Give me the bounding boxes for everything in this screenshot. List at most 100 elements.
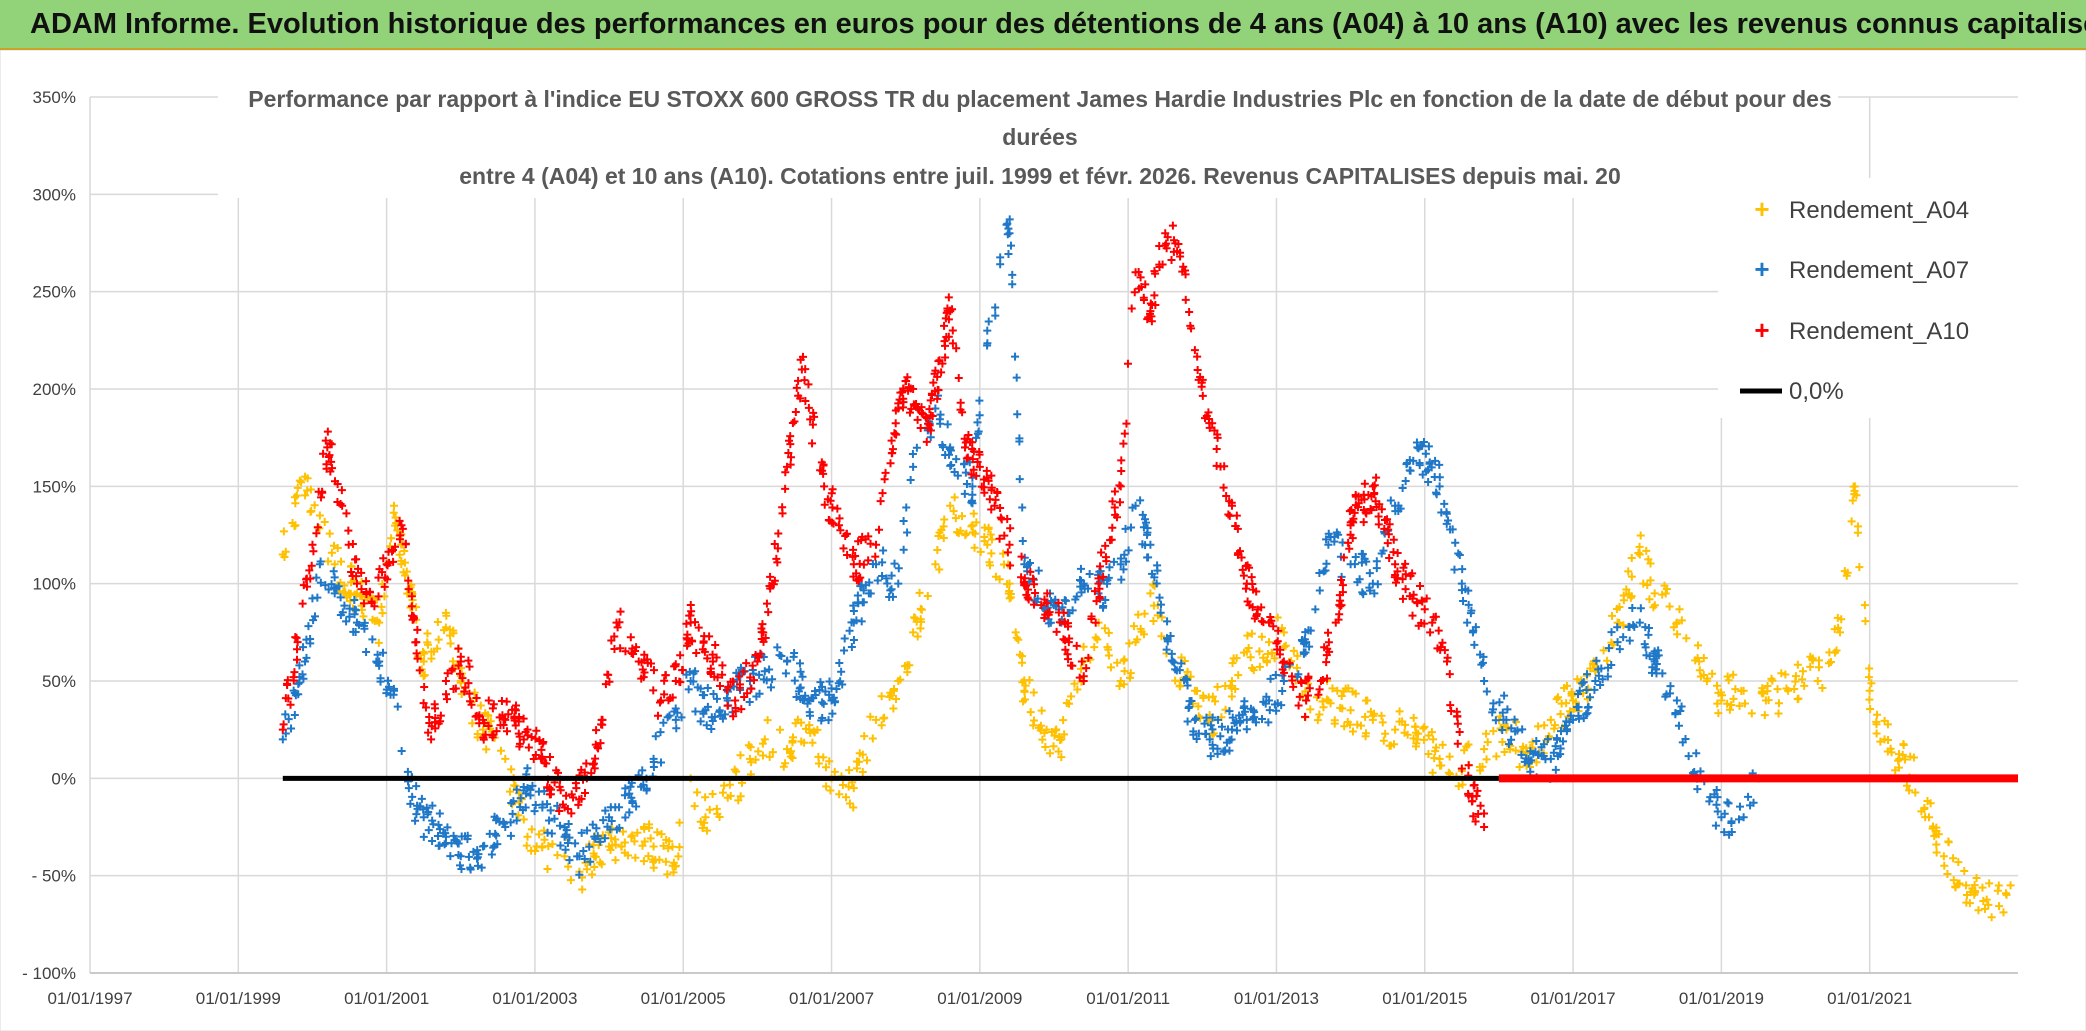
data-point-dense — [926, 396, 935, 405]
data-point-dense — [1337, 576, 1346, 585]
data-point-dense — [1445, 752, 1454, 761]
data-point-dense — [1372, 473, 1381, 482]
data-point-dense — [427, 647, 436, 656]
data-point-dense — [1837, 615, 1846, 624]
data-point-dense — [851, 552, 860, 561]
data-point-dense — [941, 353, 950, 362]
x-tick-label: 01/01/2003 — [492, 989, 577, 1008]
data-point-dense — [1266, 612, 1275, 621]
data-point-dense — [333, 480, 342, 489]
data-point-dense — [615, 823, 624, 832]
data-point-dense — [397, 746, 406, 755]
data-point-dense — [866, 539, 875, 548]
data-point-dense — [1301, 687, 1310, 696]
data-point-dense — [1951, 882, 1960, 891]
data-point-dense — [1747, 709, 1756, 718]
data-point-dense — [1684, 752, 1693, 761]
data-point-dense — [507, 765, 516, 774]
data-point — [1391, 560, 1400, 569]
data-point-dense — [891, 419, 900, 428]
data-point-dense — [847, 618, 856, 627]
data-point-dense — [1091, 618, 1100, 627]
data-point-dense — [1367, 506, 1376, 515]
data-point-dense — [890, 559, 899, 568]
data-point-dense — [824, 716, 833, 725]
data-point-dense — [1840, 567, 1849, 576]
data-point-dense — [1244, 644, 1253, 653]
data-point-dense — [619, 827, 628, 836]
data-point-dense — [682, 619, 691, 628]
data-point — [1146, 589, 1155, 598]
data-point-dense — [1965, 899, 1974, 908]
data-point-dense — [1043, 589, 1052, 598]
data-point-dense — [1270, 654, 1279, 663]
data-point-dense — [1735, 802, 1744, 811]
data-point-dense — [1187, 697, 1196, 706]
data-point-dense — [1714, 709, 1723, 718]
data-point-dense — [1435, 473, 1444, 482]
data-point — [1798, 667, 1807, 676]
data-point-dense — [298, 599, 307, 608]
data-point-dense — [891, 429, 900, 438]
data-point-dense — [854, 757, 863, 766]
data-point-dense — [1037, 706, 1046, 715]
data-point-dense — [1559, 737, 1568, 746]
data-point-dense — [1482, 755, 1491, 764]
data-point-dense — [996, 260, 1005, 269]
data-point-dense — [1060, 730, 1069, 739]
data-point-dense — [1012, 373, 1021, 382]
data-point-dense — [1377, 711, 1386, 720]
data-point-dense — [1597, 664, 1606, 673]
data-point-dense — [1406, 571, 1415, 580]
data-point-dense — [723, 701, 732, 710]
data-point-dense — [666, 694, 675, 703]
data-point-dense — [671, 660, 680, 669]
data-point-dense — [456, 652, 465, 661]
data-point-dense — [1294, 701, 1303, 710]
data-point-dense — [360, 624, 369, 633]
data-point-dense — [984, 317, 993, 326]
data-point-dense — [1470, 780, 1479, 789]
data-point-dense — [325, 529, 334, 538]
data-point-dense — [465, 689, 474, 698]
data-point — [390, 501, 399, 510]
data-point-dense — [1157, 613, 1166, 622]
data-point — [1116, 482, 1125, 491]
data-point-dense — [1031, 589, 1040, 598]
data-point-dense — [702, 721, 711, 730]
data-point-dense — [801, 365, 810, 374]
data-point-dense — [1932, 823, 1941, 832]
data-point-dense — [839, 544, 848, 553]
data-point-dense — [515, 739, 524, 748]
data-point — [1813, 677, 1822, 685]
data-point-dense — [376, 677, 385, 686]
data-point-dense — [857, 581, 866, 590]
data-point-dense — [1861, 617, 1870, 626]
data-point-dense — [527, 825, 536, 834]
data-point-dense — [968, 528, 977, 537]
data-point-dense — [1607, 628, 1616, 637]
data-point-dense — [908, 449, 917, 458]
data-point-dense — [1923, 797, 1932, 806]
data-point-dense — [877, 721, 886, 730]
data-point-dense — [1019, 697, 1028, 706]
data-point-dense — [1079, 672, 1088, 681]
data-point-dense — [1323, 674, 1332, 683]
data-point-dense — [1798, 675, 1807, 684]
data-point-dense — [502, 697, 511, 706]
data-point-dense — [703, 702, 712, 711]
data-point-dense — [938, 440, 947, 449]
data-point-dense — [703, 684, 712, 693]
data-point-dense — [1047, 727, 1056, 736]
data-point-dense — [373, 658, 382, 667]
data-point-dense — [684, 685, 693, 694]
data-point-dense — [1267, 648, 1276, 657]
data-point-dense — [1240, 648, 1249, 657]
data-point-dense — [1574, 703, 1583, 712]
data-point-dense — [290, 493, 299, 502]
data-point-dense — [1255, 647, 1264, 656]
data-point-dense — [1163, 233, 1172, 242]
data-point-dense — [1395, 707, 1404, 716]
data-point-dense — [894, 399, 903, 408]
data-point-dense — [1119, 656, 1128, 665]
